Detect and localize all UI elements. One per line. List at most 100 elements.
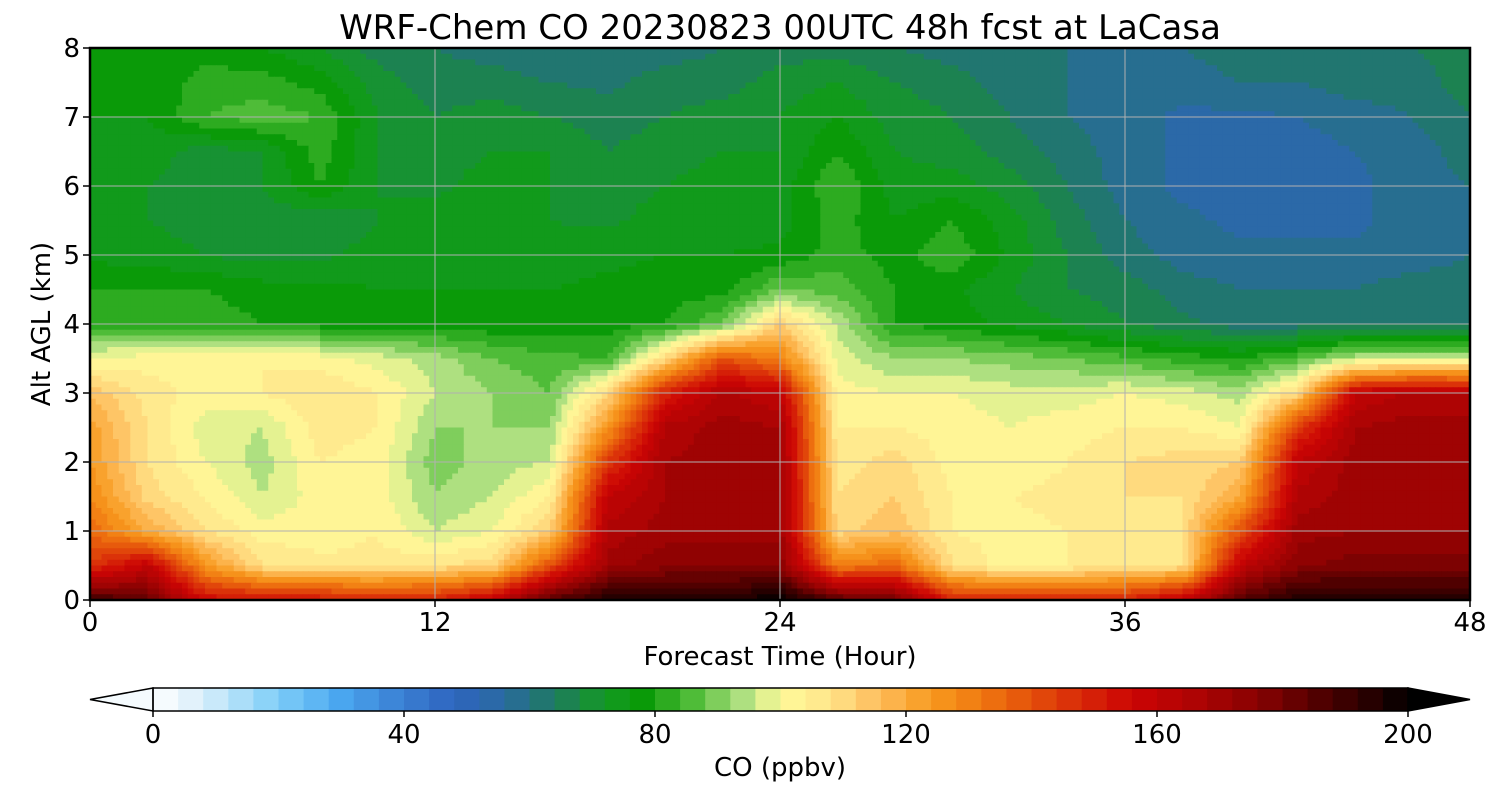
field-cell <box>1320 128 1327 135</box>
field-cell <box>394 157 402 164</box>
field-cell <box>210 134 218 141</box>
field-cell <box>176 48 183 55</box>
field-cell <box>969 82 977 89</box>
field-cell <box>170 59 177 66</box>
field-cell <box>768 48 775 55</box>
field-cell <box>1015 122 1023 130</box>
field-cell <box>624 140 632 147</box>
field-cell <box>113 88 120 95</box>
field-cell <box>1257 59 1264 66</box>
field-cell <box>1010 117 1017 124</box>
field-cell <box>348 71 356 78</box>
field-cell <box>1090 122 1097 130</box>
field-cell <box>279 94 287 101</box>
field-cell <box>1015 145 1023 153</box>
field-cell <box>1464 99 1471 107</box>
field-cell <box>182 88 189 95</box>
field-cell <box>1418 71 1425 78</box>
field-cell <box>343 65 350 72</box>
field-cell <box>366 117 373 124</box>
field-cell <box>1406 117 1414 124</box>
field-cell <box>1027 128 1034 135</box>
field-cell <box>101 122 108 130</box>
field-cell <box>837 105 844 112</box>
field-cell <box>1107 99 1115 107</box>
field-cell <box>659 71 666 78</box>
field-cell <box>1119 105 1126 112</box>
field-cell <box>918 134 925 141</box>
field-cell <box>1119 59 1126 66</box>
field-cell <box>504 122 511 130</box>
field-cell <box>486 111 494 118</box>
field-cell <box>1383 128 1391 135</box>
field-cell <box>1084 65 1092 72</box>
field-cell <box>90 117 97 124</box>
field-cell <box>159 163 166 170</box>
field-cell <box>124 105 131 112</box>
field-cell <box>975 82 982 89</box>
field-cell <box>555 99 563 107</box>
field-cell <box>377 82 384 89</box>
field-cell <box>1205 140 1212 147</box>
field-cell <box>573 117 580 124</box>
field-cell <box>354 128 361 135</box>
field-cell <box>538 117 545 124</box>
field-cell <box>1263 117 1270 124</box>
field-cell <box>130 117 137 124</box>
field-cell <box>785 105 793 112</box>
field-cell <box>182 105 189 112</box>
field-cell <box>124 59 131 66</box>
field-cell <box>1107 134 1115 141</box>
field-cell <box>952 48 959 55</box>
field-cell <box>228 65 235 72</box>
field-cell <box>1136 151 1143 158</box>
field-cell <box>1263 76 1270 84</box>
field-cell <box>210 122 218 130</box>
field-cell <box>1107 88 1115 95</box>
field-cell <box>797 163 804 170</box>
field-cell <box>400 48 407 55</box>
field-cell <box>791 151 798 158</box>
field-cell <box>1406 53 1414 61</box>
field-cell <box>1148 163 1155 170</box>
field-cell <box>1142 163 1149 170</box>
field-cell <box>187 145 195 153</box>
field-cell <box>1314 151 1322 158</box>
field-cell <box>1343 71 1350 78</box>
field-cell <box>837 117 844 124</box>
field-cell <box>1096 65 1103 72</box>
field-cell <box>400 140 407 147</box>
field-cell <box>619 157 626 164</box>
field-cell <box>561 82 568 89</box>
field-cell <box>1424 111 1431 118</box>
field-cell <box>1205 82 1212 89</box>
field-cell <box>1303 122 1310 130</box>
field-cell <box>1383 48 1391 55</box>
field-cell <box>935 71 942 78</box>
field-cell <box>274 105 281 112</box>
field-cell <box>481 134 488 141</box>
field-cell <box>1240 59 1247 66</box>
field-cell <box>550 151 557 158</box>
field-cell <box>302 53 310 61</box>
field-cell <box>780 53 787 61</box>
field-cell <box>757 48 764 55</box>
field-cell <box>262 140 269 147</box>
field-cell <box>1245 111 1253 118</box>
field-cell <box>515 99 522 107</box>
field-cell <box>1228 71 1235 78</box>
field-cell <box>1205 76 1212 84</box>
field-cell <box>981 94 988 101</box>
field-cell <box>906 111 913 118</box>
field-cell <box>515 163 522 170</box>
field-cell <box>1015 82 1023 89</box>
field-cell <box>578 59 586 66</box>
field-cell <box>992 48 1000 55</box>
field-cell <box>1452 88 1460 95</box>
field-cell <box>872 128 879 135</box>
field-cell <box>734 53 741 61</box>
field-cell <box>279 134 287 141</box>
field-cell <box>1176 134 1184 141</box>
field-cell <box>941 157 948 164</box>
field-cell <box>1303 105 1310 112</box>
